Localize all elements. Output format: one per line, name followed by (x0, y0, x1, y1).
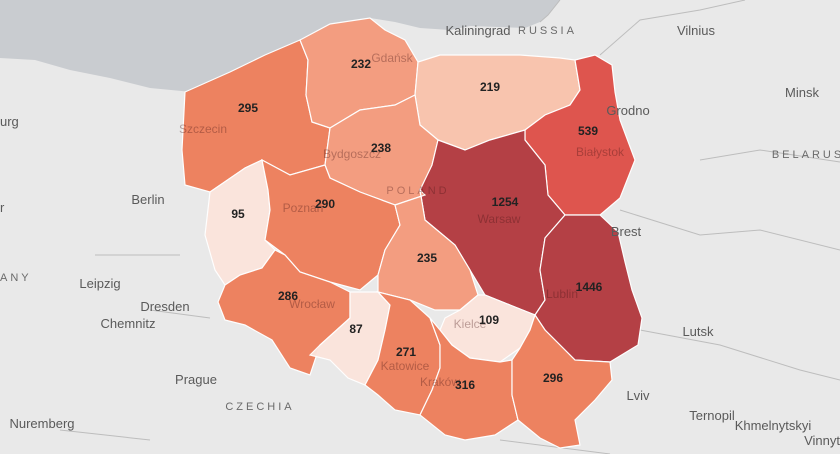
place-label: Nuremberg (9, 416, 74, 431)
basemap-city-label: POLAND (386, 185, 449, 197)
region-value-label: 296 (543, 371, 563, 385)
region-malopolskie[interactable] (419, 317, 519, 441)
place-label: RUSSIA (518, 25, 577, 37)
basemap-city-label: Poznań (283, 201, 324, 215)
basemap-city-label: Szczecin (179, 122, 227, 136)
baltic-sea (0, 0, 560, 92)
region-value-label: 219 (480, 80, 500, 94)
region-value-label: 271 (396, 345, 416, 359)
place-label: Lutsk (682, 324, 714, 339)
region-value-label: 539 (578, 124, 598, 138)
poland-city-labels: POLAND Gdańsk Szczecin Bydgoszcz Poznań Warsa… (179, 51, 625, 389)
place-label: r (0, 200, 5, 215)
basemap-city-label: Lublin (546, 287, 578, 301)
place-label: Prague (175, 372, 217, 387)
place-label: Lviv (626, 388, 650, 403)
place-label: Vinnyt (804, 433, 840, 448)
place-label: Grodno (606, 103, 649, 118)
place-labels: Kaliningrad RUSSIA Vilnius Minsk BELARUS Grod… (0, 23, 840, 448)
region-value-label: 109 (479, 313, 499, 327)
region-value-label: 235 (417, 251, 437, 265)
basemap-city-label: Bydgoszcz (323, 147, 381, 161)
place-label: Vilnius (677, 23, 716, 38)
place-label: BELARUS (772, 149, 840, 161)
place-label: Ternopil (689, 408, 735, 423)
basemap-city-label: Katowice (381, 359, 430, 373)
region-value-label: 1446 (576, 280, 603, 294)
region-value-label: 238 (371, 141, 391, 155)
region-values: 295 232 219 539 238 95 290 1254 235 1446 286 87 271 1… (231, 57, 602, 392)
place-label: Khmelnytskyi (735, 418, 812, 433)
region-value-label: 1254 (492, 195, 519, 209)
region-value-label: 290 (315, 197, 335, 211)
region-value-label: 316 (455, 378, 475, 392)
basemap-city-label: Kielce (454, 317, 487, 331)
border-lines (59, 0, 840, 454)
place-label: Minsk (785, 85, 819, 100)
basemap-city-label: Kraków (420, 375, 460, 389)
place-label: Dresden (140, 299, 189, 314)
place-label: Berlin (131, 192, 164, 207)
place-label: CZECHIA (225, 401, 294, 413)
place-label: Chemnitz (101, 316, 156, 331)
place-label: Brest (611, 224, 642, 239)
basemap-city-label: Wrocław (289, 297, 335, 311)
basemap-city-label: Warsaw (478, 212, 521, 226)
region-value-label: 295 (238, 101, 258, 115)
basemap-city-label: Gdańsk (371, 51, 413, 65)
basemap-city-label: Białystok (576, 145, 625, 159)
region-value-label: 95 (231, 207, 245, 221)
place-label: urg (0, 114, 19, 129)
region-value-label: 286 (278, 289, 298, 303)
place-label: ANY (0, 272, 32, 284)
region-value-label: 87 (349, 322, 363, 336)
region-podkarpackie[interactable] (511, 313, 613, 449)
land-border-north (539, 0, 561, 23)
region-value-label: 232 (351, 57, 371, 71)
place-label: Leipzig (79, 276, 120, 291)
place-label: Kaliningrad (445, 23, 510, 38)
